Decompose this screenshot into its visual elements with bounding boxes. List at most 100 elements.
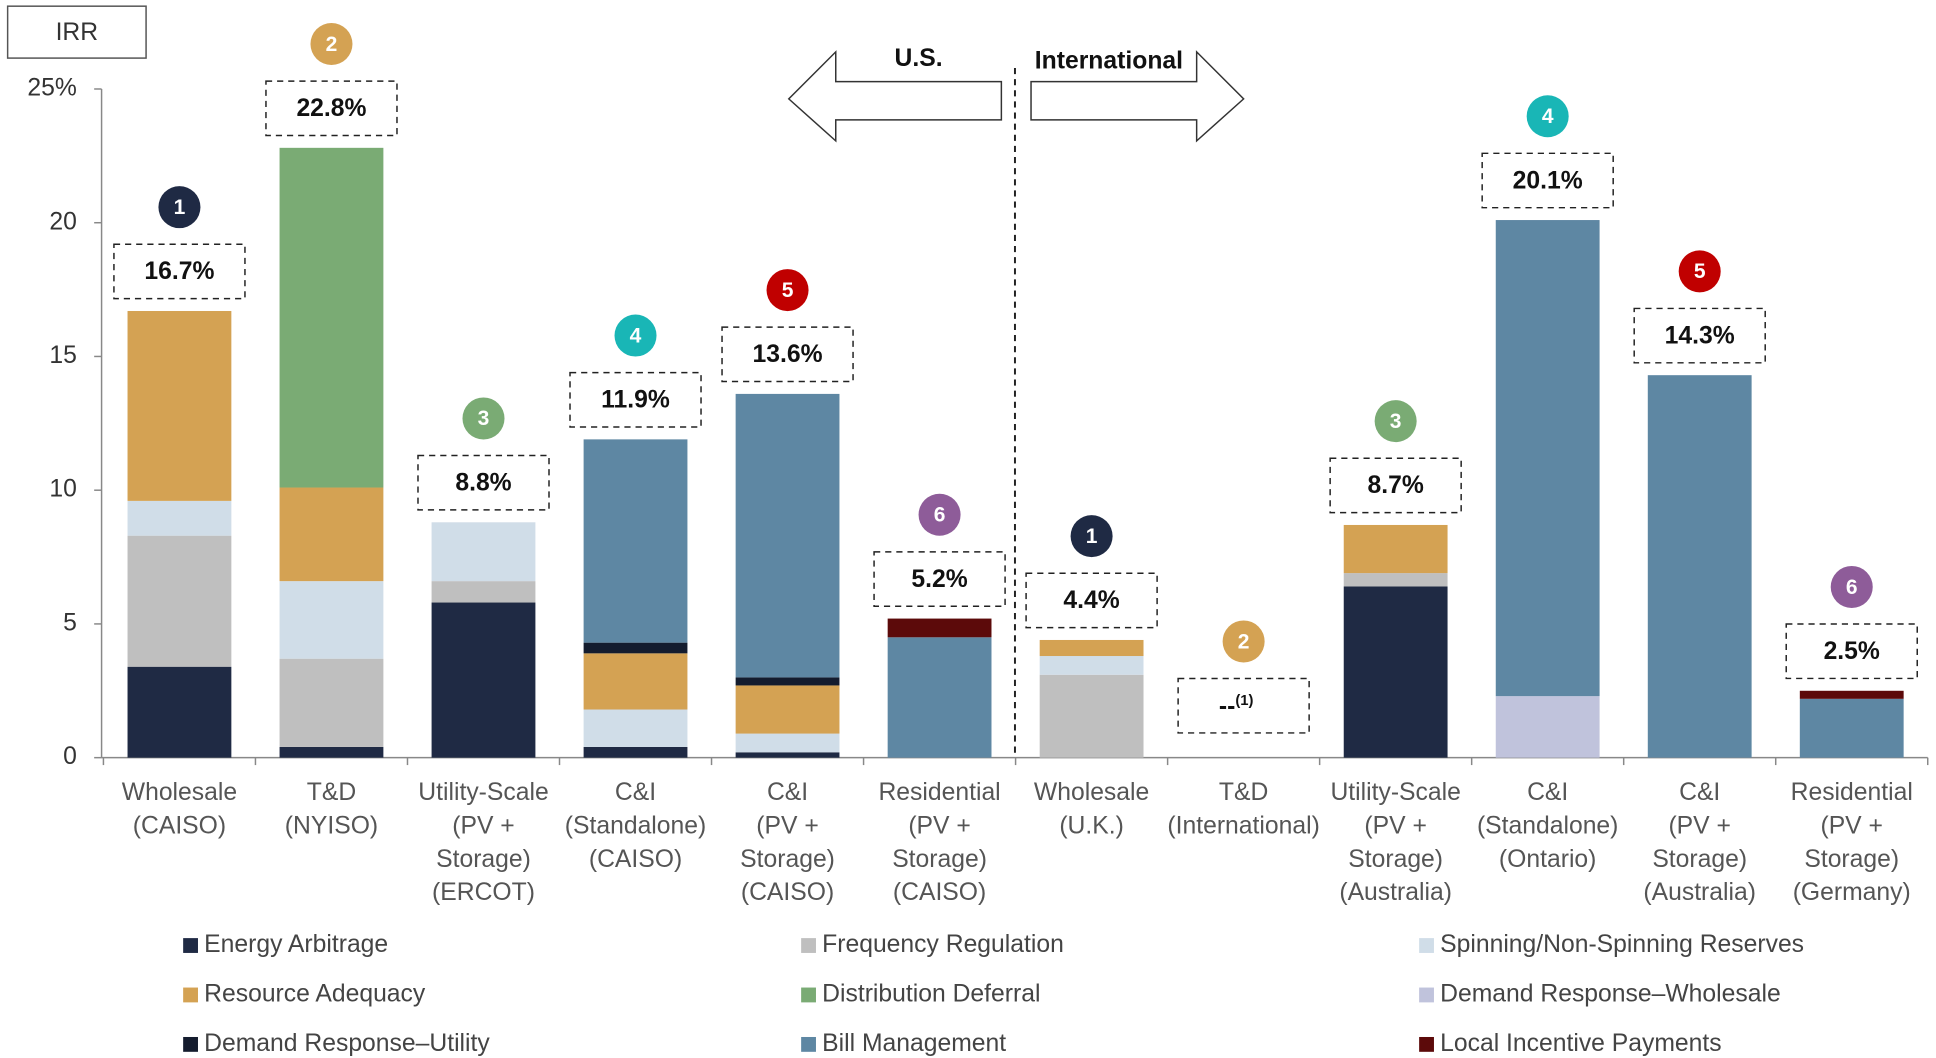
- x-tick-label: Residential: [1791, 779, 1913, 806]
- region-label: International: [1035, 47, 1183, 74]
- bar-segment: [279, 746, 384, 758]
- bar-segment: [127, 310, 232, 501]
- bar-segment: [887, 637, 992, 758]
- x-tick-label: Wholesale: [1034, 779, 1149, 806]
- x-tick-label: (International): [1167, 812, 1319, 839]
- badge-label: 3: [1390, 410, 1402, 433]
- legend-label: Spinning/Non-Spinning Reserves: [1440, 931, 1804, 958]
- x-tick-label: (PV +: [1364, 812, 1426, 839]
- badge: [1374, 400, 1417, 443]
- badge-label: 4: [1542, 105, 1554, 128]
- legend-swatch: [1419, 938, 1434, 953]
- x-tick-label: Storage): [1652, 846, 1747, 873]
- x-tick-label: Storage): [436, 846, 531, 873]
- x-tick-label: Storage): [892, 846, 987, 873]
- x-tick-label: (PV +: [452, 812, 514, 839]
- legend-swatch: [183, 938, 198, 953]
- bar-segment: [1343, 586, 1448, 758]
- bar-segment: [279, 147, 384, 488]
- badge: [1830, 565, 1873, 608]
- badge-label: 5: [782, 279, 794, 302]
- bar-segment: [279, 658, 384, 747]
- total-label: 14.3%: [1665, 322, 1735, 349]
- total-box: [113, 243, 246, 300]
- bar-segment: [583, 653, 688, 710]
- total-label: 11.9%: [601, 387, 670, 414]
- badge: [766, 269, 809, 312]
- total-box: [417, 454, 550, 511]
- bar-segment: [431, 522, 536, 582]
- x-tick-label: (PV +: [756, 812, 818, 839]
- total-box: [1481, 152, 1614, 209]
- bar-segment: [1343, 524, 1448, 574]
- badge: [1526, 95, 1569, 138]
- x-tick-label: Storage): [740, 846, 835, 873]
- bar-segment: [735, 752, 840, 758]
- badge-label: 1: [1086, 525, 1098, 548]
- x-tick-label: (NYISO): [285, 812, 378, 839]
- bar-segment: [127, 500, 232, 536]
- bar-segment: [735, 393, 840, 678]
- x-tick-label: C&I: [767, 779, 808, 806]
- badge: [310, 22, 353, 66]
- total-label: 13.6%: [753, 341, 823, 368]
- x-tick-label: Utility-Scale: [418, 779, 548, 806]
- y-tick-label: 0: [63, 743, 77, 770]
- total-label: 5.2%: [911, 566, 967, 593]
- y-tick-label: 20: [49, 208, 76, 235]
- badge-label: 3: [478, 407, 490, 430]
- x-tick-label: Storage): [1348, 846, 1443, 873]
- bar-segment: [1495, 696, 1600, 758]
- y-tick-label: 25%: [27, 75, 76, 102]
- total-label: 20.1%: [1513, 167, 1583, 194]
- legend-label: Local Incentive Payments: [1440, 1030, 1722, 1057]
- bar-segment: [1039, 674, 1144, 758]
- y-label: IRR: [56, 19, 99, 46]
- legend-label: Frequency Regulation: [822, 931, 1064, 958]
- bar-segment: [583, 439, 688, 643]
- bar-segment: [583, 642, 688, 654]
- x-tick-label: Utility-Scale: [1330, 779, 1460, 806]
- badge-label: 2: [1238, 630, 1250, 653]
- badge-label: 6: [934, 504, 946, 527]
- legend-swatch: [801, 1036, 816, 1052]
- total-box: [1025, 572, 1158, 629]
- bar-segment: [127, 666, 232, 758]
- bar-segment: [1039, 656, 1144, 675]
- region-label: U.S.: [895, 45, 943, 72]
- intl-arrow: [1030, 50, 1245, 143]
- x-tick-label: (Australia): [1339, 879, 1452, 906]
- badge-label: 6: [1846, 576, 1858, 599]
- legend-label: Demand Response–Wholesale: [1440, 980, 1781, 1007]
- legend-swatch: [1419, 1036, 1434, 1052]
- x-tick-label: (Germany): [1793, 879, 1911, 906]
- x-tick-label: C&I: [1527, 779, 1568, 806]
- x-tick-label: Residential: [878, 779, 1000, 806]
- bar-segment: [583, 709, 688, 747]
- total-box: [265, 80, 398, 137]
- legend-label: Demand Response–Utility: [204, 1030, 490, 1057]
- total-label: 4.4%: [1063, 587, 1119, 614]
- x-tick-label: (Ontario): [1499, 846, 1596, 873]
- bar-segment: [431, 602, 536, 758]
- bar-segment: [1799, 690, 1904, 699]
- x-tick-label: T&D: [307, 779, 356, 806]
- badge: [1678, 250, 1721, 293]
- total-label-text: --: [1219, 693, 1235, 720]
- x-tick-label: (ERCOT): [432, 879, 535, 906]
- bar-segment: [1799, 698, 1904, 758]
- legend-swatch: [801, 987, 816, 1003]
- x-tick-label: Wholesale: [122, 779, 237, 806]
- bar-segment: [279, 581, 384, 659]
- x-tick-label: (Standalone): [1477, 812, 1618, 839]
- legend-label: Energy Arbitrage: [204, 931, 388, 958]
- x-tick-label: (CAISO): [133, 812, 226, 839]
- total-box: [1633, 307, 1766, 364]
- bar-segment: [1647, 375, 1752, 758]
- badge: [158, 186, 201, 229]
- badge-label: 5: [1694, 260, 1706, 283]
- bar-segment: [735, 733, 840, 753]
- bar-segment: [735, 685, 840, 734]
- x-tick-label: C&I: [615, 779, 656, 806]
